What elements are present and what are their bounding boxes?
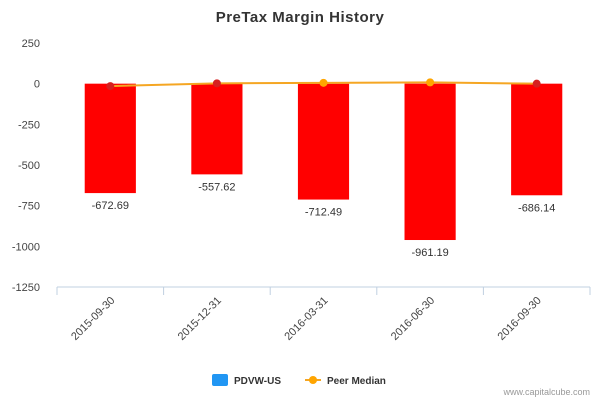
legend-label-pdvw: PDVW-US bbox=[234, 376, 281, 387]
bar-2016-03-31[interactable] bbox=[297, 83, 350, 200]
bar-2016-09-30[interactable] bbox=[511, 83, 563, 196]
y-axis: 250 0 -250 -500 -750 -1000 -1250 bbox=[12, 38, 40, 294]
data-label-2015-12-31: -557.62 bbox=[198, 181, 235, 193]
x-tick-label: 2015-12-31 bbox=[176, 295, 224, 343]
y-tick-label: -1000 bbox=[12, 241, 40, 253]
peer-median-point-2016-03-31[interactable] bbox=[319, 78, 328, 87]
data-label-2016-06-30: -961.19 bbox=[411, 247, 448, 259]
y-tick-label: -750 bbox=[18, 201, 40, 213]
data-labels: -672.69 -557.62 -712.49 -961.19 -686.14 bbox=[92, 181, 556, 259]
legend-label-peer-median: Peer Median bbox=[327, 376, 386, 387]
y-tick-label: 250 bbox=[22, 38, 40, 50]
bars bbox=[84, 83, 563, 241]
peer-median-line bbox=[106, 78, 541, 91]
x-tick-label: 2016-03-31 bbox=[282, 295, 330, 343]
x-tick-label: 2016-06-30 bbox=[389, 295, 437, 343]
chart-title: PreTax Margin History bbox=[216, 9, 385, 26]
bar-2016-06-30[interactable] bbox=[404, 83, 456, 241]
y-tick-label: -500 bbox=[18, 160, 40, 172]
x-tick-label: 2016-09-30 bbox=[496, 295, 544, 343]
x-axis: 2015-09-30 2015-12-31 2016-03-31 2016-06-30… bbox=[56, 286, 591, 343]
data-label-2016-03-31: -712.49 bbox=[305, 207, 342, 219]
legend-swatch-peer-median-marker bbox=[309, 376, 317, 384]
legend: PDVW-US Peer Median bbox=[212, 374, 386, 387]
bar-2015-12-31[interactable] bbox=[191, 83, 243, 175]
legend-item-peer-median[interactable]: Peer Median bbox=[305, 376, 386, 387]
y-tick-label: -1250 bbox=[12, 282, 40, 294]
legend-item-pdvw[interactable]: PDVW-US bbox=[212, 374, 281, 387]
peer-median-point-2015-12-31[interactable] bbox=[212, 79, 221, 88]
data-label-2015-09-30: -672.69 bbox=[92, 200, 129, 212]
y-tick-label: 0 bbox=[34, 79, 40, 91]
data-label-2016-09-30: -686.14 bbox=[518, 202, 555, 214]
x-tick-label: 2015-09-30 bbox=[69, 295, 117, 343]
bar-2015-09-30[interactable] bbox=[84, 83, 136, 194]
legend-swatch-pdvw bbox=[212, 374, 228, 386]
peer-median-point-2016-06-30[interactable] bbox=[426, 78, 435, 87]
credit-text: www.capitalcube.com bbox=[502, 387, 590, 397]
peer-median-point-2016-09-30[interactable] bbox=[532, 79, 541, 88]
y-tick-label: -250 bbox=[18, 119, 40, 131]
peer-median-point-2015-09-30[interactable] bbox=[106, 82, 115, 91]
